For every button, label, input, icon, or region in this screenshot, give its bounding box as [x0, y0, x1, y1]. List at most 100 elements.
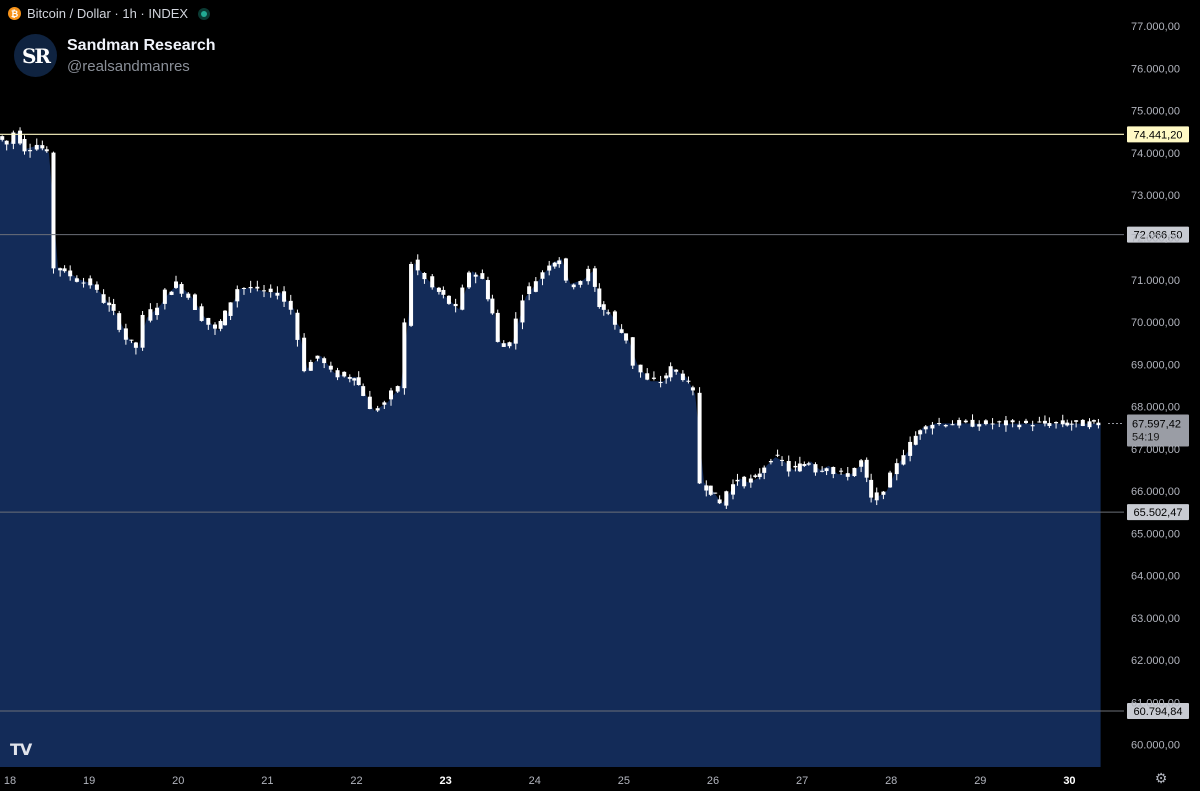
level-label-box — [1127, 504, 1189, 521]
y-tick-label: 72.000,00 — [1131, 232, 1180, 244]
candle-body — [342, 371, 347, 377]
candle-body — [206, 317, 211, 325]
candle-body — [513, 318, 518, 344]
y-tick-label: 75.000,00 — [1131, 106, 1180, 118]
area-fill — [0, 131, 1101, 768]
candle-body — [806, 463, 811, 465]
candle-body — [937, 423, 942, 425]
level-label: 65.502,47 — [1134, 507, 1183, 519]
candle-body — [4, 140, 9, 145]
candle-body — [235, 289, 240, 302]
candle-body — [586, 268, 591, 282]
candle-body — [859, 460, 864, 467]
candle-body — [664, 375, 669, 379]
candle-body — [1074, 420, 1079, 422]
candle-body — [780, 459, 785, 461]
candle-body — [288, 300, 293, 310]
candle-body — [1010, 420, 1015, 423]
candle-body — [1023, 420, 1028, 424]
candle-body — [117, 313, 122, 330]
candle-body — [409, 263, 414, 326]
candle-body — [352, 378, 357, 381]
candle-body — [713, 492, 718, 494]
candle-body — [485, 280, 490, 300]
candle-body — [802, 464, 807, 466]
candle-body — [466, 272, 471, 288]
candle-body — [775, 454, 780, 456]
candle-body — [797, 463, 802, 472]
candle-body — [34, 144, 39, 150]
candle-body — [690, 387, 695, 391]
candle-body — [930, 424, 935, 429]
candle-body — [74, 278, 79, 282]
candle-body — [11, 132, 16, 144]
x-tick-label: 26 — [707, 775, 719, 787]
candle-body — [869, 479, 874, 498]
x-tick-label: 23 — [439, 775, 451, 787]
x-tick-label: 19 — [83, 775, 95, 787]
candle-body — [22, 138, 27, 152]
candle-body — [592, 268, 597, 287]
y-tick-label: 61.000,00 — [1131, 697, 1180, 709]
candle-body — [540, 272, 545, 279]
tradingview-logo-icon[interactable]: TV — [10, 740, 32, 759]
candle-body — [606, 312, 611, 314]
brand-logo: SR — [14, 34, 57, 77]
candle-body — [977, 424, 982, 427]
x-tick-label: 27 — [796, 775, 808, 787]
bitcoin-icon: ₿ — [8, 7, 21, 20]
market-open-dot-icon — [198, 7, 211, 20]
candle-body — [571, 284, 576, 288]
candle-body — [129, 339, 134, 341]
candle-body — [174, 281, 179, 288]
candle-body — [864, 459, 869, 478]
candle-body — [395, 386, 400, 392]
candle-body — [179, 284, 184, 294]
brand-name: Sandman Research — [67, 36, 216, 54]
candle-body — [963, 420, 968, 423]
x-tick-label: 22 — [350, 775, 362, 787]
candle-body — [302, 337, 307, 372]
candle-body — [1054, 422, 1059, 424]
candle-body — [255, 286, 260, 289]
candle-body — [658, 382, 663, 384]
candle-body — [453, 303, 458, 307]
x-axis[interactable]: 18 19 20 21 22 23 24 25 26 27 28 29 30 — [4, 775, 1076, 787]
level-label-box — [1127, 126, 1189, 143]
candle-body — [1030, 425, 1035, 427]
symbol-title[interactable]: Bitcoin / Dollar · 1h · INDEX — [27, 6, 189, 21]
candle-body — [460, 287, 465, 310]
candle-body — [192, 294, 197, 310]
candle-body — [356, 377, 361, 385]
candle-body — [1080, 419, 1085, 427]
candle-body — [480, 273, 485, 279]
candle-body — [94, 284, 99, 290]
gear-icon[interactable]: ⚙ — [1154, 770, 1168, 786]
candle-body — [1042, 420, 1047, 424]
current-price-label: 67.597,42 — [1132, 419, 1181, 431]
candle-body — [950, 424, 955, 426]
candle-body — [874, 492, 879, 501]
candle-body — [262, 290, 267, 292]
candle-body — [382, 402, 387, 405]
candle-body — [645, 373, 650, 380]
candle-body — [367, 396, 372, 410]
candle-body — [651, 377, 656, 379]
candle-body — [908, 441, 913, 456]
candle-body — [282, 291, 287, 302]
candle-body — [839, 470, 844, 472]
candle-body — [389, 390, 394, 400]
symbol-header[interactable]: ₿ Bitcoin / Dollar · 1h · INDEX — [8, 6, 211, 21]
candle-body — [335, 370, 340, 378]
candle-body — [275, 292, 280, 296]
y-tick-label: 73.000,00 — [1131, 190, 1180, 202]
candle-body — [1091, 420, 1096, 422]
y-tick-label: 76.000,00 — [1131, 63, 1180, 75]
candle-body — [441, 289, 446, 295]
candle-body — [630, 337, 635, 366]
candle-body — [44, 149, 49, 152]
y-axis[interactable]: 77.000,00 76.000,00 75.000,00 74.000,00 73.0… — [1131, 21, 1180, 751]
candle-body — [533, 281, 538, 292]
candle-body — [1087, 421, 1092, 428]
